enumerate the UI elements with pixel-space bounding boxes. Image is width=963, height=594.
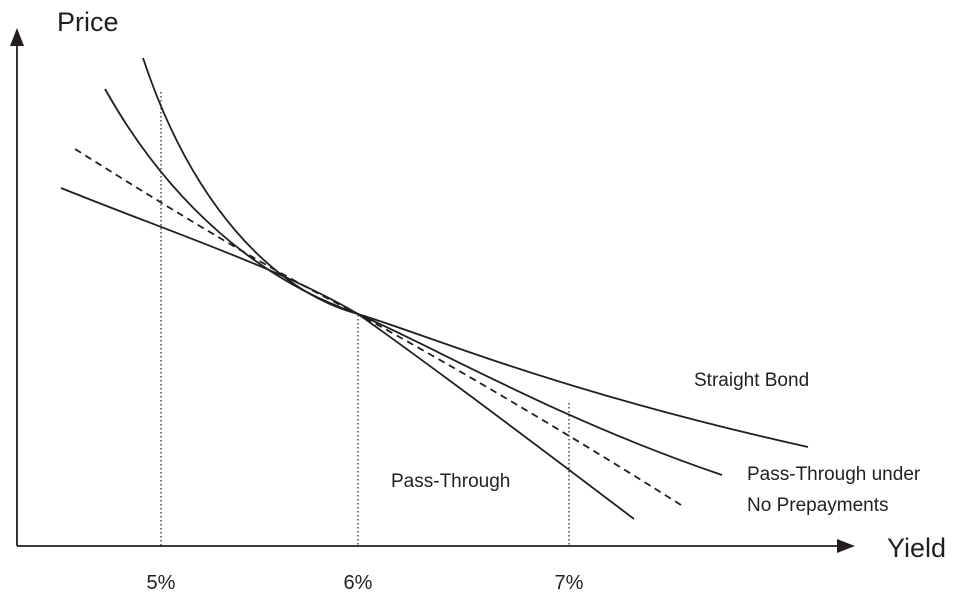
curve-pass-through-no-prepayments: [104, 88, 723, 476]
x-tick-6pct: 6%: [344, 572, 373, 594]
label-no-prepayments-line2: No Prepayments: [747, 495, 889, 516]
label-straight-bond: Straight Bond: [694, 370, 809, 391]
x-tick-7pct: 7%: [555, 572, 584, 594]
label-pass-through: Pass-Through: [391, 471, 510, 492]
x-axis-arrowhead: [837, 539, 855, 553]
x-axis-title: Yield: [887, 533, 946, 563]
curve-pass-through: [60, 187, 635, 520]
label-no-prepayments-line1: Pass-Through under: [747, 464, 921, 485]
curve-pass-through-dashed: [74, 148, 682, 506]
y-axis-title: Price: [57, 7, 119, 37]
y-axis-arrowhead: [10, 28, 24, 46]
x-tick-5pct: 5%: [147, 572, 176, 594]
